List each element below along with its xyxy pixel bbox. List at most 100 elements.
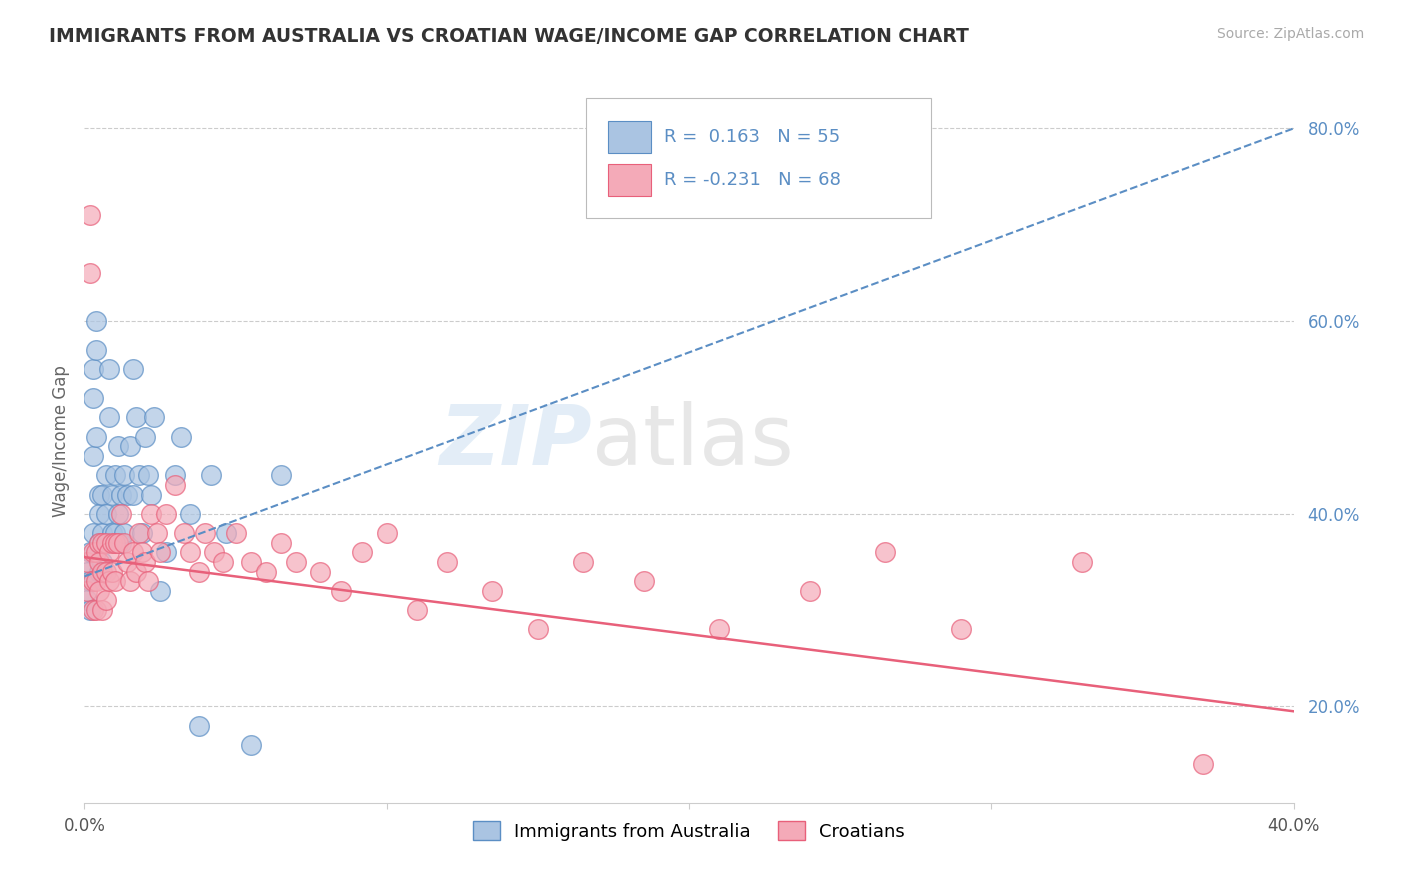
Point [100, 487, 122, 501]
Point [134, 430, 156, 444]
Point [225, 526, 247, 541]
Point [89, 487, 111, 501]
Point [200, 468, 222, 483]
Y-axis label: Wage/Income Gap: Wage/Income Gap [52, 366, 70, 517]
Point [1071, 555, 1094, 569]
Point [82, 362, 104, 376]
Point [121, 487, 143, 501]
Text: ZIP: ZIP [440, 401, 592, 482]
FancyBboxPatch shape [607, 164, 651, 196]
Point [107, 439, 129, 453]
Point [97, 362, 120, 376]
Point [86, 545, 108, 559]
Point [97, 410, 120, 425]
Point [79, 266, 101, 280]
Point [110, 507, 132, 521]
Point [94, 535, 117, 549]
Point [179, 545, 201, 559]
Point [128, 468, 150, 483]
Point [110, 487, 132, 501]
Point [89, 507, 111, 521]
Point [136, 574, 159, 589]
Point [94, 565, 117, 579]
Point [89, 535, 111, 549]
Point [76, 555, 98, 569]
Point [97, 574, 120, 589]
Point [104, 526, 127, 541]
Point [188, 719, 211, 733]
Point [375, 526, 398, 541]
Point [436, 555, 458, 569]
Point [104, 574, 127, 589]
Point [94, 468, 117, 483]
Point [94, 593, 117, 607]
Point [112, 535, 135, 549]
Point [82, 449, 104, 463]
Point [94, 535, 117, 549]
Point [104, 468, 127, 483]
Point [76, 565, 98, 579]
Point [149, 545, 172, 559]
Point [82, 391, 104, 405]
Point [155, 545, 177, 559]
Point [76, 593, 98, 607]
Point [121, 545, 143, 559]
Text: R =  0.163   N = 55: R = 0.163 N = 55 [664, 128, 839, 145]
Point [89, 555, 111, 569]
Point [104, 535, 127, 549]
Point [285, 555, 308, 569]
Point [79, 545, 101, 559]
Point [139, 487, 162, 501]
Point [89, 565, 111, 579]
Point [79, 603, 101, 617]
Point [572, 555, 595, 569]
Point [1192, 757, 1215, 772]
Point [86, 574, 108, 589]
Point [91, 535, 114, 549]
Point [270, 468, 292, 483]
Point [110, 535, 132, 549]
Point [149, 583, 172, 598]
Point [239, 555, 262, 569]
Point [481, 583, 503, 598]
Point [118, 439, 141, 453]
Point [128, 526, 150, 541]
Point [950, 623, 973, 637]
Point [239, 738, 262, 752]
Point [97, 545, 120, 559]
Point [107, 507, 129, 521]
Point [76, 583, 98, 598]
Point [142, 410, 165, 425]
Text: R = -0.231   N = 68: R = -0.231 N = 68 [664, 171, 841, 189]
Point [352, 545, 374, 559]
Point [527, 623, 550, 637]
Point [139, 507, 162, 521]
Point [86, 314, 108, 328]
Point [89, 583, 111, 598]
Point [212, 555, 235, 569]
Point [91, 555, 114, 569]
Point [254, 565, 277, 579]
Point [179, 507, 201, 521]
Point [91, 487, 114, 501]
Point [170, 430, 193, 444]
Point [94, 507, 117, 521]
Point [86, 343, 108, 357]
Point [309, 565, 332, 579]
Point [100, 565, 122, 579]
Text: Source: ZipAtlas.com: Source: ZipAtlas.com [1216, 27, 1364, 41]
Point [165, 478, 187, 492]
FancyBboxPatch shape [586, 98, 931, 218]
Point [173, 526, 195, 541]
Point [115, 487, 138, 501]
Point [121, 362, 143, 376]
Point [131, 526, 153, 541]
Text: IMMIGRANTS FROM AUSTRALIA VS CROATIAN WAGE/INCOME GAP CORRELATION CHART: IMMIGRANTS FROM AUSTRALIA VS CROATIAN WA… [49, 27, 969, 45]
Point [330, 583, 353, 598]
Point [82, 545, 104, 559]
Point [146, 526, 169, 541]
Point [134, 555, 156, 569]
Point [165, 468, 187, 483]
Point [215, 526, 238, 541]
Text: atlas: atlas [592, 401, 794, 482]
